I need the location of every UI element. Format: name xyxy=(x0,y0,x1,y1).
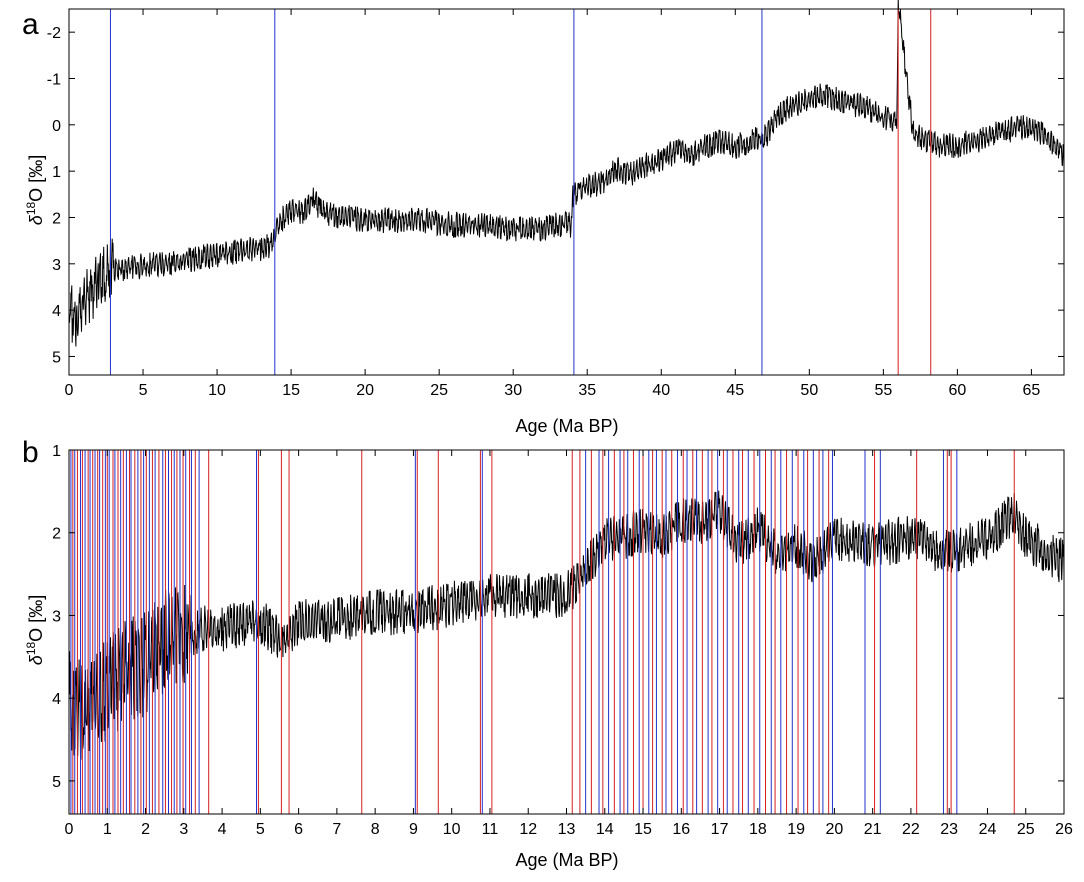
panel-a-xtick-label-4: 20 xyxy=(356,382,374,399)
panel-b-xtick-label-12: 12 xyxy=(519,821,537,838)
panel-b-xtick-label-22: 22 xyxy=(902,821,920,838)
panel-b-xtick-label-3: 3 xyxy=(179,821,188,838)
panel-a-ytick-label-3: 1 xyxy=(52,164,61,181)
panel-a-xtick-label-7: 35 xyxy=(578,382,596,399)
panel-b-xtick-label-13: 13 xyxy=(558,821,576,838)
panel-a-ylabel: δ18O [‰] xyxy=(24,155,46,225)
panel-b-xlabel: Age (Ma BP) xyxy=(515,850,618,870)
panel-a-ytick-label-2: 0 xyxy=(52,118,61,135)
panel-letter-b: b xyxy=(22,436,39,469)
panel-b-xtick-label-9: 9 xyxy=(409,821,418,838)
panel-b-xtick-label-25: 25 xyxy=(1017,821,1035,838)
panel-b-xtick-label-2: 2 xyxy=(141,821,150,838)
panel-b-xtick-label-10: 10 xyxy=(443,821,461,838)
panel-b-xtick-label-14: 14 xyxy=(596,821,614,838)
panel-b-xtick-label-18: 18 xyxy=(749,821,767,838)
panel-letter-a: a xyxy=(22,8,39,41)
panel-b-ytick-label-2: 3 xyxy=(52,608,61,625)
panel-b-series-line-0 xyxy=(68,490,1065,760)
panel-a-xtick-label-0: 0 xyxy=(65,382,74,399)
panel-b-xtick-label-6: 6 xyxy=(294,821,303,838)
panel-a-plot-frame xyxy=(68,8,1065,376)
panel-b-xtick-label-7: 7 xyxy=(332,821,341,838)
panel-b-ylabel-sup: 18 xyxy=(24,642,38,656)
panel-b-xtick-label-16: 16 xyxy=(672,821,690,838)
panel-b-ytick-label-4: 5 xyxy=(52,774,61,791)
panel-a-ylabel-delta: δ xyxy=(26,214,46,225)
panel-b-ytick-label-1: 2 xyxy=(52,526,61,543)
panel-b-xtick-label-17: 17 xyxy=(711,821,729,838)
panel-a-xlabel: Age (Ma BP) xyxy=(515,416,618,436)
panel-a-xtick-label-11: 55 xyxy=(874,382,892,399)
panel-b-ylabel-delta: δ xyxy=(26,654,46,665)
panel-b-xtick-label-26: 26 xyxy=(1055,821,1073,838)
panel-b-xtick-label-8: 8 xyxy=(371,821,380,838)
panel-a-xtick-label-2: 10 xyxy=(208,382,226,399)
panel-a-xtick-label-3: 15 xyxy=(282,382,300,399)
panel-a-xtick-label-10: 50 xyxy=(800,382,818,399)
panel-b-xtick-label-20: 20 xyxy=(825,821,843,838)
panel-a-xtick-label-1: 5 xyxy=(139,382,148,399)
panel-b-xtick-label-24: 24 xyxy=(979,821,997,838)
panel-b-ylabel-rest: O [‰] xyxy=(26,595,46,642)
panel-b-ytick-label-3: 4 xyxy=(52,691,61,708)
panel-a-ytick-label-5: 3 xyxy=(52,257,61,274)
panel-b-xtick-label-1: 1 xyxy=(103,821,112,838)
panel-a-xtick-label-5: 25 xyxy=(430,382,448,399)
panel-b-ytick-label-0: 1 xyxy=(52,443,61,460)
panel-a-ylabel-rest: O [‰] xyxy=(26,155,46,202)
panel-b-xtick-label-11: 11 xyxy=(482,821,499,838)
panel-b-xtick-label-4: 4 xyxy=(218,821,227,838)
panel-b-xtick-label-21: 21 xyxy=(864,821,882,838)
panel-a-xtick-label-8: 40 xyxy=(652,382,670,399)
panel-a-ytick-label-0: -2 xyxy=(47,25,61,42)
panel-a-xtick-label-9: 45 xyxy=(726,382,744,399)
panel-b-xtick-label-0: 0 xyxy=(65,821,74,838)
panel-a-ytick-label-6: 4 xyxy=(52,303,61,320)
panel-b-xtick-label-23: 23 xyxy=(940,821,958,838)
panel-a-xtick-label-12: 60 xyxy=(948,382,966,399)
panel-a-xtick-label-6: 30 xyxy=(504,382,522,399)
panel-b-xtick-label-5: 5 xyxy=(256,821,265,838)
panel-a-xtick-label-13: 65 xyxy=(1023,382,1041,399)
panel-a-ytick-label-4: 2 xyxy=(52,210,61,227)
panel-a-ytick-label-1: -1 xyxy=(47,71,61,88)
panel-b-xtick-label-19: 19 xyxy=(787,821,805,838)
panel-a-series-line-0 xyxy=(68,0,1065,347)
panel-a-ytick-label-7: 5 xyxy=(52,349,61,366)
panel-a-ylabel-sup: 18 xyxy=(24,202,38,216)
panel-b-ylabel: δ18O [‰] xyxy=(24,595,46,665)
panel-b-xtick-label-15: 15 xyxy=(634,821,652,838)
